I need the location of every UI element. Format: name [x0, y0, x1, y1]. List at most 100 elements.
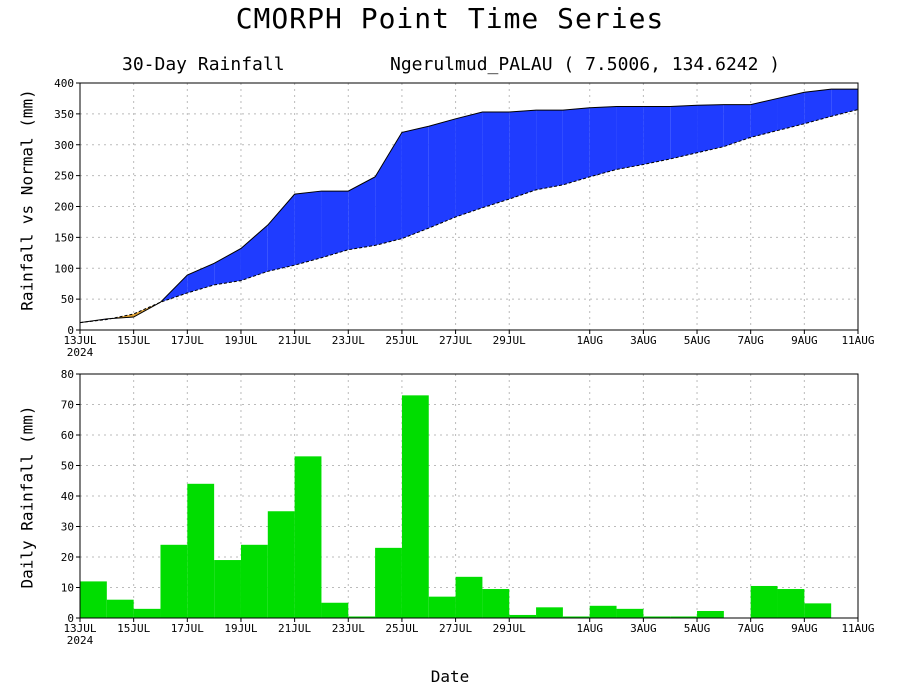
daily-rainfall-bar [294, 456, 322, 618]
surplus-area [187, 263, 215, 293]
surplus-area [723, 104, 751, 147]
top-x-tick-label: 21JUL [278, 334, 311, 347]
daily-rainfall-bar [428, 596, 456, 618]
daily-rainfall-bar [214, 560, 241, 618]
surplus-area [643, 106, 671, 165]
bottom-y-tick-label: 80 [61, 368, 74, 381]
bottom-x-tick-label: 23JUL [332, 622, 365, 635]
surplus-area [616, 106, 644, 170]
top-y-tick-label: 50 [61, 293, 74, 306]
daily-rainfall-bar [509, 614, 537, 618]
surplus-area [562, 107, 590, 185]
bottom-y-tick-label: 60 [61, 429, 74, 442]
daily-rainfall-bar [589, 605, 617, 618]
surplus-area [401, 126, 429, 239]
bottom-x-tick-label: 5AUG [684, 622, 711, 635]
surplus-area [589, 106, 617, 177]
surplus-area [240, 225, 268, 281]
surplus-area [536, 110, 563, 190]
surplus-area [214, 248, 241, 285]
top-x-tick-label: 23JUL [332, 334, 365, 347]
top-x-tick-label: 29JUL [493, 334, 526, 347]
surplus-area [321, 191, 349, 258]
top-y-tick-label: 350 [54, 108, 74, 121]
bottom-x-tick-label: 7AUG [737, 622, 764, 635]
bottom-x-tick-label: 3AUG [630, 622, 657, 635]
bottom-y-tick-label: 50 [61, 460, 74, 473]
daily-rainfall-bar [804, 603, 832, 618]
surplus-area [804, 89, 832, 124]
top-x-tick-label: 15JUL [117, 334, 150, 347]
bottom-x-tick-label: 19JUL [224, 622, 257, 635]
surplus-area [697, 104, 724, 153]
daily-rainfall-bar [240, 544, 268, 618]
daily-rainfall-bar [777, 589, 805, 618]
bottom-x-tick-label: 11AUG [841, 622, 874, 635]
daily-rainfall-bar [750, 585, 778, 618]
bottom-y-tick-label: 20 [61, 551, 74, 564]
daily-rainfall-bar [106, 599, 134, 618]
bottom-y-tick-label: 70 [61, 399, 74, 412]
top-x-tick-label: 19JUL [224, 334, 257, 347]
daily-rainfall-bar [348, 616, 376, 618]
top-x-tick-label: 27JUL [439, 334, 472, 347]
daily-rainfall-bar [536, 607, 563, 618]
top-y-tick-label: 150 [54, 231, 74, 244]
top-x-tick-label: 17JUL [171, 334, 204, 347]
top-x-tick-label: 3AUG [630, 334, 657, 347]
chart-title: CMORPH Point Time Series [235, 2, 665, 35]
bottom-x-tick-label: 17JUL [171, 622, 204, 635]
surplus-area [375, 132, 402, 246]
surplus-area [777, 92, 805, 131]
surplus-area [348, 176, 376, 250]
daily-rainfall-bar [455, 576, 483, 618]
actual-line [79, 88, 858, 324]
daily-rainfall-bar [670, 616, 698, 618]
surplus-area [509, 110, 537, 200]
daily-rainfall-bar [643, 616, 671, 618]
daily-rainfall-bar [616, 608, 644, 618]
bottom-y-tick-label: 40 [61, 490, 74, 503]
chart-subtitle-right: Ngerulmud_PALAU ( 7.5006, 134.6242 ) [390, 54, 781, 75]
top-x-tick-label: 25JUL [385, 334, 418, 347]
top-y-tick-label: 250 [54, 170, 74, 183]
top-x-tick-label: 13JUL [63, 334, 96, 347]
bottom-x-tick-label: 15JUL [117, 622, 150, 635]
surplus-area [428, 118, 456, 229]
surplus-area [670, 105, 698, 159]
top-x-tick-label: 7AUG [737, 334, 764, 347]
bottom-x-tick-label: 1AUG [576, 622, 603, 635]
bottom-x-tick-label: 25JUL [385, 622, 418, 635]
surplus-area [750, 98, 778, 138]
bottom-x-tick-sublabel: 2024 [67, 634, 94, 647]
daily-rainfall-bar [187, 483, 215, 618]
daily-rainfall-bar [401, 395, 429, 618]
daily-rainfall-bar [321, 602, 349, 618]
top-y-tick-label: 400 [54, 77, 74, 90]
bottom-x-tick-label: 13JUL [63, 622, 96, 635]
bottom-y-tick-label: 0 [67, 612, 74, 625]
daily-rainfall-bar [375, 547, 402, 618]
daily-rainfall-bar [133, 608, 161, 618]
daily-rainfall-bar [80, 581, 107, 618]
daily-rainfall-bar [562, 616, 590, 618]
daily-rainfall-bar [267, 511, 295, 618]
surplus-area [482, 112, 510, 208]
surplus-area [294, 191, 322, 266]
chart-subtitle-left: 30-Day Rainfall [122, 54, 285, 75]
top-y-tick-label: 100 [54, 262, 74, 275]
x-axis-label: Date [430, 667, 470, 686]
bottom-x-tick-label: 29JUL [493, 622, 526, 635]
bottom-y-tick-label: 10 [61, 582, 74, 595]
bottom-y-tick-label: 30 [61, 521, 74, 534]
top-y-tick-label: 200 [54, 201, 74, 214]
daily-rainfall-bar [482, 589, 510, 618]
top-x-tick-sublabel: 2024 [67, 346, 94, 359]
surplus-area [267, 194, 295, 272]
top-x-tick-label: 9AUG [791, 334, 818, 347]
top-x-tick-label: 1AUG [576, 334, 603, 347]
daily-rainfall-bar [160, 544, 188, 618]
top-y-tick-label: 300 [54, 139, 74, 152]
bottom-x-tick-label: 27JUL [439, 622, 472, 635]
top-x-tick-label: 5AUG [684, 334, 711, 347]
